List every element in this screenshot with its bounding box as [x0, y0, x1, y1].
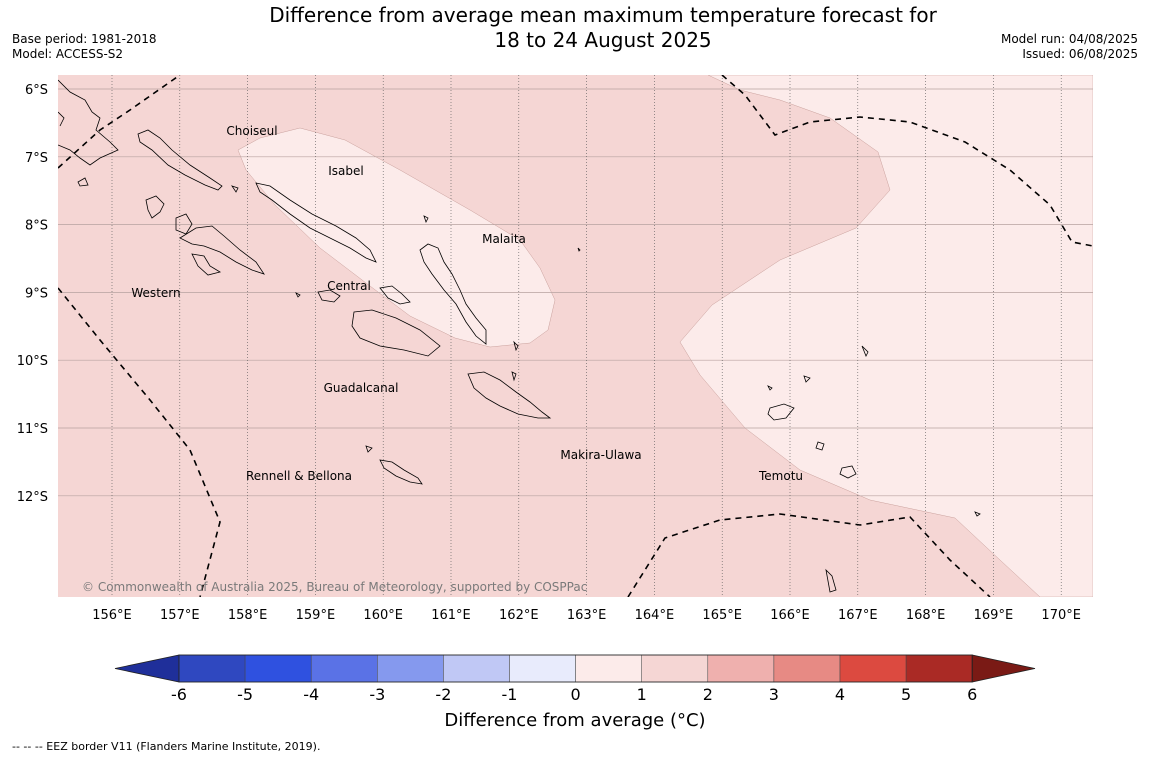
- lat-label: 7°S: [25, 151, 48, 166]
- run-info: Model run: 04/08/2025 Issued: 06/08/2025: [1001, 32, 1138, 62]
- colorbar-tick-label: -3: [369, 685, 385, 704]
- lat-label: 10°S: [17, 354, 48, 369]
- colorbar-segment: [377, 654, 444, 683]
- province-label: Central: [327, 279, 371, 293]
- issued-date: Issued: 06/08/2025: [1022, 47, 1138, 61]
- colorbar-tick-label: -2: [435, 685, 451, 704]
- colorbar-title: Difference from average (°C): [444, 710, 706, 731]
- lon-label: 167°E: [838, 608, 878, 623]
- colorbar-segment: [575, 654, 642, 683]
- colorbar-tick-label: -6: [171, 685, 187, 704]
- colorbar-tick-label: 6: [967, 685, 977, 704]
- colorbar-tick-label: 4: [835, 685, 845, 704]
- colorbar-tick-label: -1: [502, 685, 518, 704]
- lat-label: 11°S: [17, 422, 48, 437]
- colorbar-tick-label: -4: [303, 685, 319, 704]
- colorbar-tick-label: 0: [571, 685, 581, 704]
- colorbar-extend-high: [971, 654, 1036, 683]
- longitude-labels: 156°E 157°E 158°E 159°E 160°E 161°E 162°E 163°E…: [92, 608, 1081, 623]
- province-label: Temotu: [758, 469, 803, 483]
- lon-label: 165°E: [702, 608, 742, 623]
- colorbar-segment: [244, 654, 312, 683]
- colorbar-frame: [178, 654, 973, 683]
- colorbar-segment: [641, 654, 709, 683]
- lon-label: 163°E: [567, 608, 607, 623]
- lat-label: 9°S: [25, 286, 48, 301]
- graticule: [58, 75, 1093, 597]
- colorbar-segment: [773, 654, 841, 683]
- lon-label: 166°E: [770, 608, 810, 623]
- colorbar-segment: [707, 654, 775, 683]
- province-label: Makira-Ulawa: [560, 448, 641, 462]
- province-labels: Choiseul Isabel Malaita Western Central Guada…: [131, 124, 803, 483]
- lat-label: 6°S: [25, 83, 48, 98]
- model-name: Model: ACCESS-S2: [12, 47, 124, 61]
- lon-label: 162°E: [499, 608, 539, 623]
- colorbar-tick-label: 1: [637, 685, 647, 704]
- colorbar-extend-low: [114, 654, 180, 683]
- lon-label: 156°E: [92, 608, 132, 623]
- province-label: Rennell & Bellona: [246, 469, 352, 483]
- lat-label: 8°S: [25, 219, 48, 234]
- title-line-1: Difference from average mean maximum tem…: [269, 3, 937, 27]
- eez-footnote: -- -- -- EEZ border V11 (Flanders Marine…: [12, 740, 321, 753]
- lon-label: 168°E: [906, 608, 946, 623]
- colorbar-segment: [905, 654, 973, 683]
- anomaly-0-1-region-east: [679, 75, 1093, 597]
- lon-label: 160°E: [363, 608, 403, 623]
- colorbar-segment: [509, 654, 576, 683]
- colorbar-tick-label: 2: [703, 685, 713, 704]
- colorbar-tick-label: 3: [769, 685, 779, 704]
- map-area: Choiseul Isabel Malaita Western Central Guada…: [58, 75, 1093, 597]
- colorbar-segment: [310, 654, 378, 683]
- lon-label: 157°E: [160, 608, 200, 623]
- base-period: Base period: 1981-2018: [12, 32, 157, 46]
- model-info: Base period: 1981-2018 Model: ACCESS-S2: [12, 32, 157, 62]
- colorbar: [114, 654, 1036, 683]
- model-run: Model run: 04/08/2025: [1000, 32, 1138, 46]
- colorbar-tick-label: 5: [901, 685, 911, 704]
- copyright-credit: © Commonwealth of Australia 2025, Bureau…: [82, 580, 588, 594]
- eez-border: [58, 75, 1093, 597]
- province-label: Western: [131, 286, 180, 300]
- lat-label: 12°S: [17, 490, 48, 505]
- lon-label: 159°E: [296, 608, 336, 623]
- lon-label: 169°E: [974, 608, 1014, 623]
- colorbar-segment: [839, 654, 907, 683]
- lon-label: 170°E: [1041, 608, 1081, 623]
- lon-label: 161°E: [431, 608, 471, 623]
- coastlines: [58, 79, 981, 593]
- lon-label: 158°E: [228, 608, 268, 623]
- colorbar-tick-labels: -6 -5 -4 -3 -2 -1 0 1 2 3 4 5 6: [171, 685, 977, 704]
- province-label: Isabel: [328, 164, 363, 178]
- province-label: Malaita: [482, 232, 526, 246]
- title-line-2: 18 to 24 August 2025: [494, 28, 712, 52]
- lon-label: 164°E: [635, 608, 675, 623]
- latitude-labels: 6°S 7°S 8°S 9°S 10°S 11°S 12°S: [17, 83, 48, 505]
- colorbar-segment: [178, 654, 246, 683]
- colorbar-tick-label: -5: [237, 685, 253, 704]
- colorbar-segment: [443, 654, 510, 683]
- province-label: Guadalcanal: [324, 381, 399, 395]
- map-title: Difference from average mean maximum tem…: [200, 3, 1006, 53]
- province-label: Choiseul: [226, 124, 277, 138]
